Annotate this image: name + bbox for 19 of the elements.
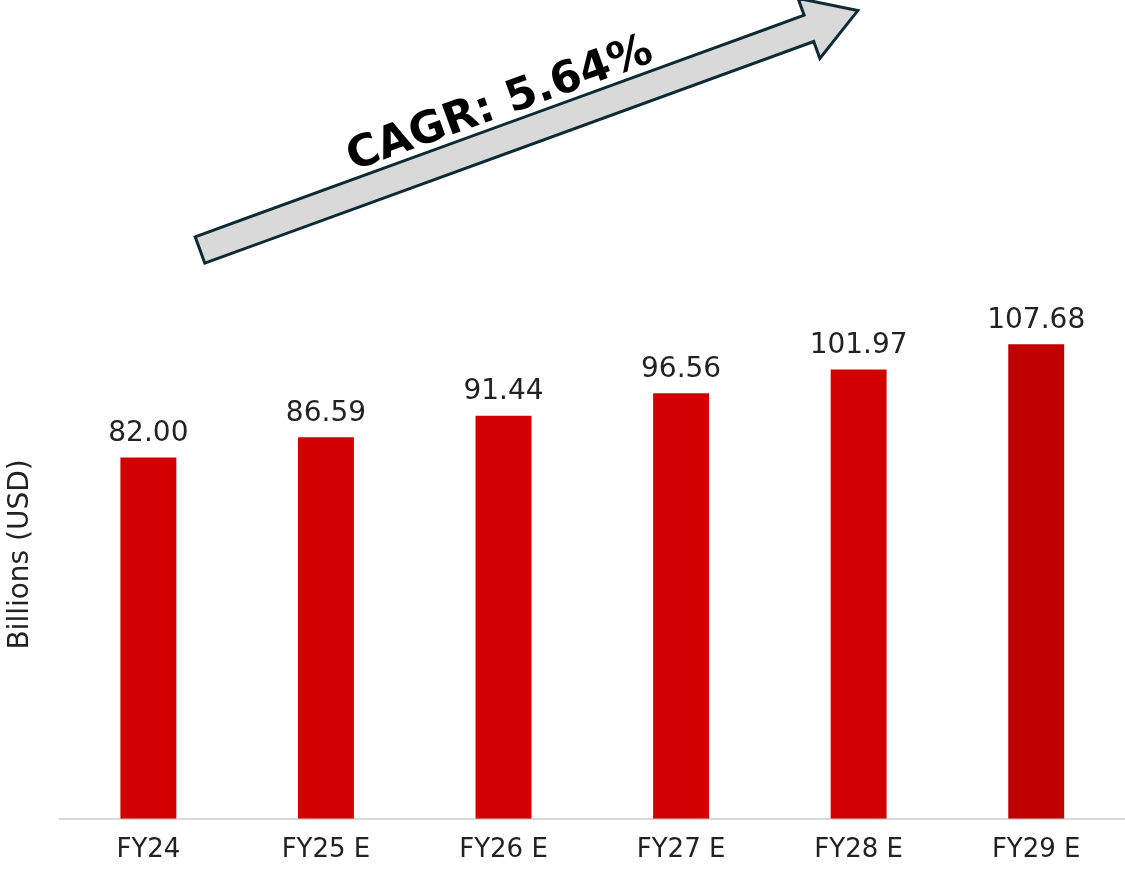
bar [297, 437, 354, 819]
data-label: 86.59 [285, 394, 367, 428]
x-tick-label: FY27 E [636, 833, 726, 864]
x-tick-label: FY28 E [814, 833, 903, 864]
x-tick-label: FY24 [116, 833, 181, 864]
data-label: 96.56 [641, 350, 722, 384]
data-label: 82.00 [108, 414, 189, 448]
data-label: 107.68 [987, 301, 1086, 335]
x-tick-label: FY25 E [281, 833, 371, 864]
bar [1008, 344, 1065, 819]
data-label: 101.97 [809, 326, 908, 360]
data-label: 91.44 [463, 373, 544, 407]
x-tick-label: FY29 E [991, 833, 1081, 864]
bar [653, 393, 710, 819]
y-axis-title: Billions (USD) [2, 459, 36, 650]
x-tick-label: FY26 E [459, 833, 548, 864]
bar [120, 457, 177, 819]
bar [475, 415, 532, 819]
bar [830, 369, 887, 819]
